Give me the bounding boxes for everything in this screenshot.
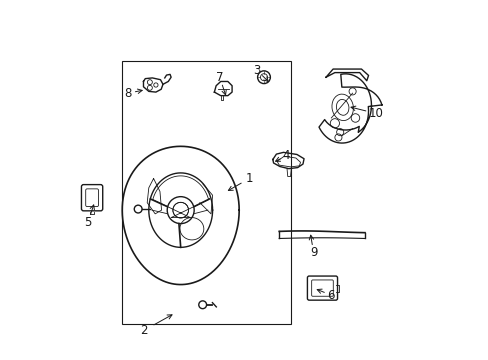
Text: 1: 1 — [245, 172, 253, 185]
Text: 3: 3 — [253, 64, 260, 77]
Text: 9: 9 — [309, 246, 317, 259]
Text: 5: 5 — [84, 216, 91, 229]
Text: 8: 8 — [124, 87, 132, 100]
Text: 10: 10 — [367, 107, 382, 120]
Text: 7: 7 — [216, 71, 223, 84]
Text: 4: 4 — [282, 149, 289, 162]
Text: 2: 2 — [140, 324, 147, 337]
Text: 6: 6 — [327, 289, 334, 302]
Bar — [122, 61, 290, 324]
